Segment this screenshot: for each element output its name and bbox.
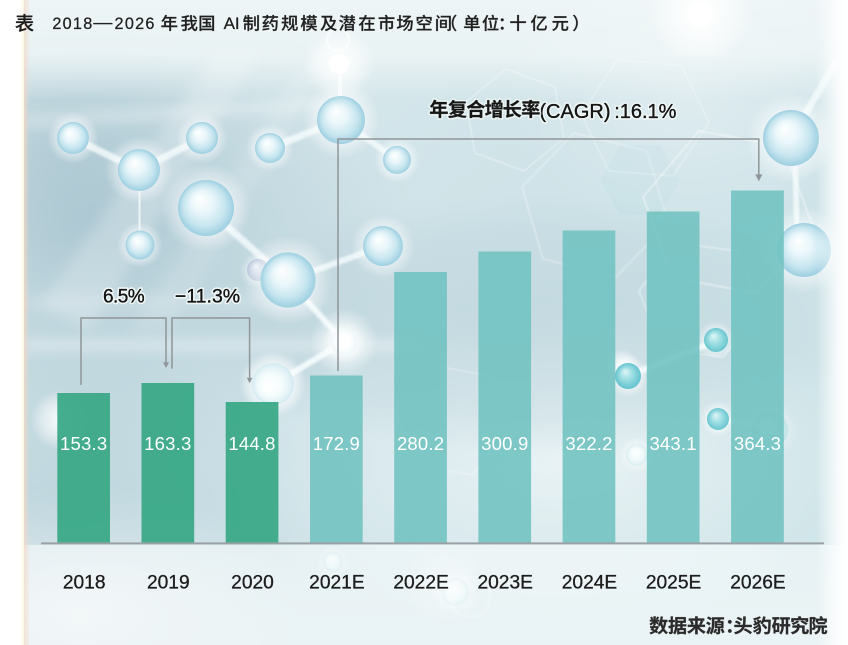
svg-text:2022E: 2022E [393,572,448,593]
svg-text:−11.3%: −11.3% [175,286,240,308]
svg-text:2020: 2020 [231,572,274,593]
svg-text:144.8: 144.8 [228,433,275,454]
svg-text:2019: 2019 [147,572,190,593]
svg-text:172.9: 172.9 [313,433,360,454]
svg-text:AI: AI [224,14,240,33]
svg-text:2023E: 2023E [477,572,532,593]
svg-text:280.2: 280.2 [397,433,444,454]
svg-text:2026E: 2026E [730,572,785,593]
svg-text::16.1%: :16.1% [614,101,676,123]
svg-text:322.2: 322.2 [565,433,612,454]
svg-text:343.1: 343.1 [649,433,696,454]
svg-text:2026: 2026 [115,15,156,33]
svg-text:2024E: 2024E [562,572,617,593]
svg-text::16.1%: :16.1% [614,101,676,123]
svg-text:2021E: 2021E [309,572,364,593]
svg-text:2018: 2018 [52,15,93,33]
svg-text:163.3: 163.3 [144,433,191,454]
svg-text:(CAGR): (CAGR) [539,101,610,123]
svg-text:2025E: 2025E [646,572,701,593]
svg-text:(CAGR): (CAGR) [539,101,610,123]
svg-text:6.5%: 6.5% [103,287,145,308]
svg-text:153.3: 153.3 [60,433,107,454]
svg-text:300.9: 300.9 [481,433,528,454]
svg-text:−11.3%: −11.3% [175,286,240,308]
svg-text:6.5%: 6.5% [103,287,145,308]
svg-text:364.3: 364.3 [734,433,781,454]
svg-text:2018: 2018 [63,572,106,593]
